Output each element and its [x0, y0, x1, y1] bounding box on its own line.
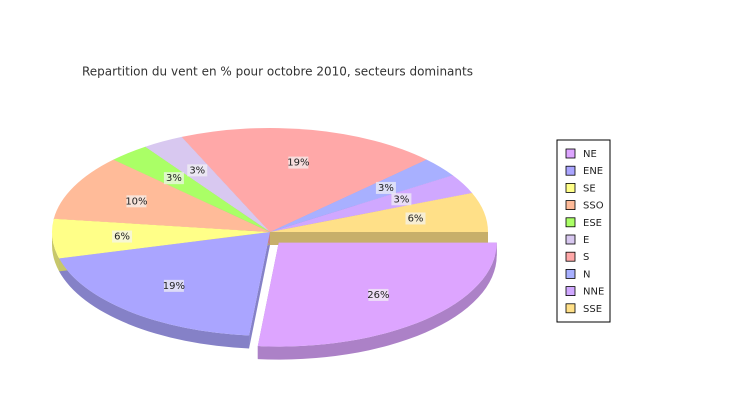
- pie-slice: [145, 136, 270, 232]
- legend-swatch: [565, 234, 576, 245]
- legend-label: S: [583, 252, 589, 263]
- data-label-bg: [288, 156, 309, 169]
- legend-swatch: [565, 217, 576, 228]
- pie-slice: [181, 127, 427, 232]
- slice-wall: [270, 232, 488, 245]
- legend-swatch: [565, 251, 576, 262]
- legend-label: NE: [583, 149, 597, 160]
- data-label: 26%: [367, 290, 389, 301]
- data-label-bg: [187, 164, 208, 177]
- legend-swatch: [565, 303, 576, 314]
- legend-swatch: [565, 286, 576, 297]
- slice-wall: [249, 232, 270, 349]
- data-label-bg: [375, 181, 396, 194]
- data-label-bg: [163, 172, 184, 185]
- slice-side: [52, 232, 60, 272]
- data-label-bg: [405, 212, 426, 225]
- legend-label: ENE: [583, 166, 603, 177]
- data-label: 6%: [408, 213, 424, 224]
- data-label-bg: [391, 193, 412, 206]
- legend-label: N: [583, 269, 590, 280]
- pie-slice: [113, 146, 270, 232]
- data-label-bg: [126, 195, 147, 208]
- data-label: 3%: [166, 173, 182, 184]
- data-label: 3%: [189, 165, 205, 176]
- pie-slice: [270, 192, 488, 232]
- legend-label: SSE: [583, 304, 602, 315]
- data-label: 19%: [163, 281, 185, 292]
- pie-slice: [270, 175, 473, 232]
- legend-swatch: [565, 200, 576, 211]
- data-label-bg: [112, 230, 133, 243]
- pie-slice: [53, 159, 270, 232]
- slice-side: [257, 242, 497, 360]
- data-label: 19%: [287, 158, 309, 169]
- data-label: 3%: [378, 183, 394, 194]
- legend-label: SSO: [583, 201, 604, 212]
- legend-label: ESE: [583, 218, 602, 229]
- pie-slice: [51, 218, 270, 259]
- slice-side: [59, 258, 250, 349]
- pie-slice: [270, 159, 453, 232]
- legend-label: E: [583, 235, 589, 246]
- data-label: 6%: [114, 232, 130, 243]
- legend-swatch: [565, 182, 576, 193]
- legend-label: NNE: [583, 287, 604, 298]
- data-label: 10%: [125, 196, 147, 207]
- legend-swatch: [565, 165, 576, 176]
- legend-swatch: [565, 268, 576, 279]
- data-label: 3%: [393, 194, 409, 205]
- chart-title: Repartition du vent en % pour octobre 20…: [82, 65, 473, 79]
- data-label-bg: [163, 279, 184, 292]
- legend-swatch: [565, 148, 576, 159]
- legend-label: SE: [583, 183, 596, 194]
- data-label-bg: [368, 288, 389, 301]
